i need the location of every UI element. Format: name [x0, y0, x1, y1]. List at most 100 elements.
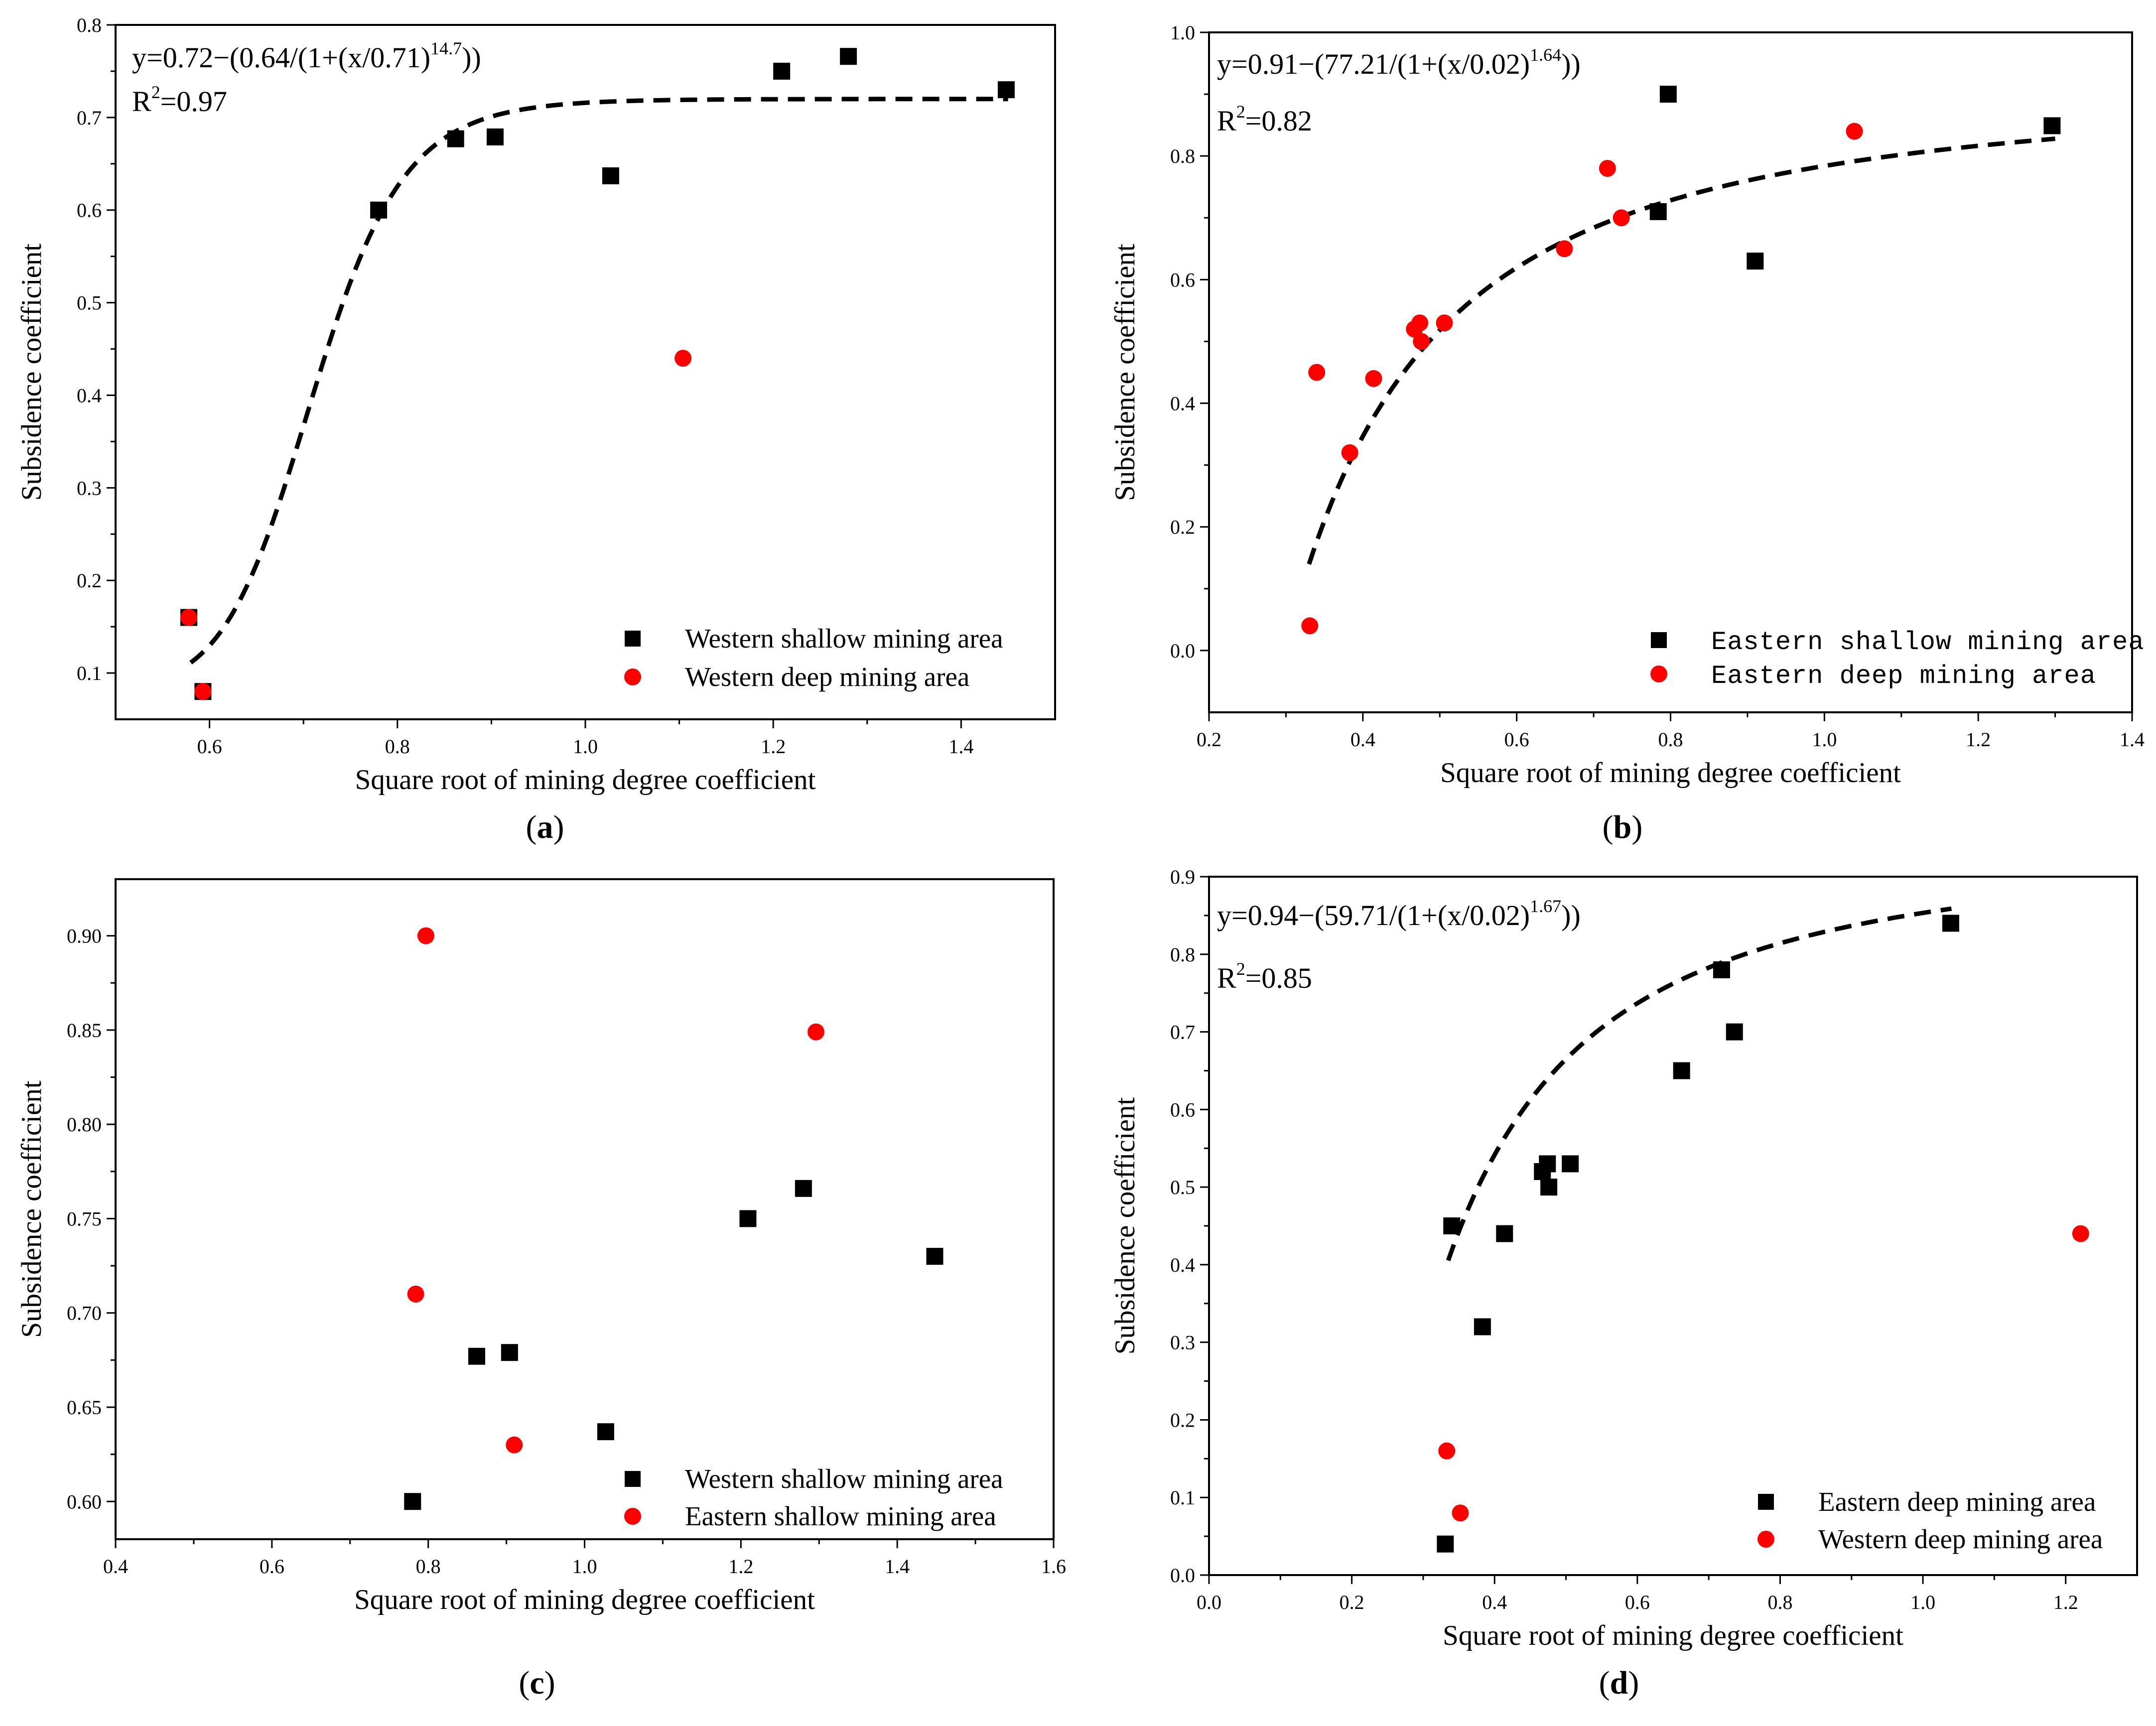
legend-marker-square — [1651, 632, 1667, 648]
x-axis-title: Square root of mining degree coefficient — [1443, 1620, 1903, 1651]
y-tick-label: 0.80 — [67, 1113, 102, 1136]
y-tick-label: 0.4 — [77, 384, 102, 406]
fit-equation: y=0.91−(77.21/(1+(x/0.02)1.64)) — [1217, 45, 1581, 80]
data-point-square — [370, 201, 388, 219]
y-tick-label: 0.5 — [1170, 1176, 1195, 1198]
data-point-circle — [674, 350, 692, 367]
data-point-square — [739, 1210, 757, 1227]
x-axis-title: Square root of mining degree coefficient — [355, 764, 816, 796]
legend-marker-circle — [624, 1508, 641, 1525]
panel-label: (b) — [1603, 809, 1643, 845]
r-squared: R2=0.82 — [1217, 102, 1312, 137]
data-point-circle — [1413, 333, 1430, 350]
legend-marker-square — [625, 631, 641, 647]
x-tick-label: 1.6 — [1041, 1555, 1066, 1578]
x-tick-label: 1.0 — [572, 1555, 597, 1578]
data-point-circle — [1613, 209, 1630, 227]
x-tick-label: 0.6 — [197, 735, 222, 758]
data-point-square — [597, 1423, 614, 1441]
data-point-square — [1443, 1217, 1461, 1234]
data-point-circle — [1599, 160, 1616, 177]
x-tick-label: 1.2 — [1966, 728, 1991, 751]
x-tick-label: 1.2 — [2053, 1591, 2078, 1613]
data-point-square — [1496, 1225, 1513, 1242]
x-tick-label: 0.6 — [260, 1555, 284, 1578]
x-tick-label: 1.4 — [948, 735, 973, 758]
x-tick-label: 0.6 — [1504, 728, 1529, 751]
data-point-square — [1437, 1535, 1454, 1553]
y-tick-label: 0.85 — [67, 1019, 102, 1042]
plot-frame — [115, 878, 1055, 1540]
legend-label: Eastern deep mining area — [1711, 662, 2096, 691]
x-tick-label: 0.8 — [1658, 728, 1683, 751]
y-tick-label: 0.5 — [77, 292, 102, 314]
x-tick-label: 1.4 — [2120, 728, 2145, 751]
y-axis-title: Subsidence coefficient — [16, 244, 47, 501]
y-tick-label: 0.70 — [67, 1302, 102, 1325]
y-axis-title: Subsidence coefficient — [1109, 244, 1141, 501]
data-point-circle — [417, 927, 434, 944]
r-squared: R2=0.97 — [132, 82, 227, 118]
y-tick-label: 0.4 — [1170, 393, 1195, 415]
x-tick-label: 0.4 — [1350, 728, 1375, 751]
x-tick-label: 1.4 — [885, 1555, 910, 1578]
legend-label: Western deep mining area — [1818, 1524, 2103, 1554]
data-point-square — [1562, 1155, 1579, 1173]
legend-marker-circle — [624, 668, 641, 685]
y-tick-label: 0.2 — [77, 569, 102, 592]
y-tick-label: 0.8 — [77, 14, 102, 36]
chart-panel-a: 0.6 0.8 1.0 1.2 1.4 0.1 0.2 0.3 0.4 0.5 0.6 0.7 0.8 S… — [16, 14, 1056, 845]
data-point-circle — [1556, 240, 1573, 258]
legend-label: Western shallow mining area — [685, 623, 1003, 654]
y-tick-label: 0.8 — [1170, 145, 1195, 167]
data-point-circle — [407, 1285, 424, 1303]
x-tick-label: 1.0 — [573, 735, 598, 758]
data-point-square — [840, 48, 857, 65]
plot-frame — [115, 24, 1056, 720]
x-tick-label: 0.4 — [103, 1555, 128, 1578]
chart-panel-b: 0.2 0.4 0.6 0.8 1.0 1.2 1.4 0.0 0.2 0.4 0.6 0.8 1.0 S… — [1109, 21, 2145, 845]
legend-label: Eastern deep mining area — [1818, 1486, 2096, 1517]
data-point-square — [486, 128, 504, 145]
data-point-square — [1942, 915, 1959, 932]
y-tick-label: 0.6 — [77, 199, 102, 222]
y-tick-label: 0.6 — [1170, 268, 1195, 291]
chart-panel-c: 0.4 0.6 0.8 1.0 1.2 1.4 1.6 0.60 0.65 0.70 0.75 0.8… — [16, 878, 1066, 1701]
y-tick-label: 0.7 — [1170, 1021, 1195, 1044]
data-point-square — [773, 62, 791, 80]
x-tick-label: 1.2 — [728, 1555, 753, 1578]
x-tick-label: 0.8 — [416, 1555, 441, 1578]
x-tick-label: 0.2 — [1340, 1591, 1364, 1613]
data-point-square — [1713, 961, 1730, 978]
y-tick-label: 0.75 — [67, 1207, 102, 1230]
x-tick-label: 1.0 — [1910, 1591, 1935, 1613]
y-tick-label: 0.0 — [1170, 640, 1195, 662]
y-tick-label: 0.7 — [77, 107, 102, 129]
data-point-circle — [1341, 444, 1358, 461]
legend-marker-square — [625, 1471, 641, 1487]
fit-curve — [1307, 136, 2055, 565]
r-squared: R2=0.85 — [1217, 959, 1312, 994]
legend-label: Western deep mining area — [685, 662, 969, 692]
data-point-square — [1747, 253, 1764, 270]
data-point-circle — [506, 1436, 523, 1454]
fit-equation: y=0.72−(0.64/(1+(x/0.71)14.7)) — [132, 38, 481, 74]
y-tick-label: 0.2 — [1170, 516, 1195, 538]
y-tick-label: 0.4 — [1170, 1254, 1195, 1276]
legend-marker-square — [1758, 1494, 1774, 1510]
legend-marker-circle — [1757, 1531, 1774, 1548]
y-tick-label: 0.3 — [1170, 1331, 1195, 1354]
data-point-square — [926, 1248, 943, 1265]
data-point-circle — [1438, 1442, 1456, 1460]
y-tick-label: 0.1 — [77, 662, 102, 684]
data-point-square — [1659, 86, 1677, 103]
y-tick-label: 0.6 — [1170, 1098, 1195, 1121]
y-tick-label: 0.60 — [67, 1490, 102, 1513]
x-axis-title: Square root of mining degree coefficient — [354, 1584, 815, 1615]
x-tick-label: 0.8 — [1767, 1591, 1792, 1613]
panel-label: (d) — [1599, 1665, 1639, 1701]
legend-label: Eastern shallow mining area — [1711, 628, 2145, 657]
y-axis-title: Subsidence coefficient — [16, 1080, 47, 1338]
y-tick-label: 0.8 — [1170, 943, 1195, 966]
